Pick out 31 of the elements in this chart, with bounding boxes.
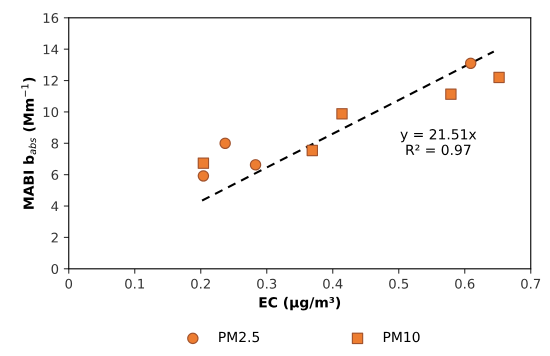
- point: [198, 158, 210, 169]
- legend-label: PM2.5: [219, 332, 260, 342]
- x-tick-label: 0.7: [521, 278, 540, 289]
- point: [464, 58, 476, 69]
- y-tick-label: 4: [51, 201, 58, 212]
- x-tick-label: 0.1: [125, 278, 144, 289]
- legend-label: PM10: [384, 332, 420, 342]
- y-tick-label: 16: [44, 13, 58, 23]
- point: [250, 159, 262, 170]
- x-axis-title: EC (µg/m³): [260, 296, 340, 310]
- y-tick-label: 10: [44, 107, 58, 118]
- x-tick-label: 0.3: [257, 278, 276, 289]
- x-tick-label: 0.4: [323, 278, 342, 289]
- point: [198, 170, 210, 182]
- y-tick-label: 12: [44, 76, 58, 86]
- y-tick-label: 6: [52, 170, 58, 180]
- point: [445, 88, 457, 100]
- y-tick-label: 2: [52, 232, 58, 242]
- y-tick-label: 14: [44, 44, 58, 54]
- x-tick-label: 0.6: [455, 278, 474, 289]
- annotation: y = 21.51x R² = 0.97: [400, 129, 476, 156]
- x-tick-label: 0.2: [191, 278, 210, 289]
- y-tick-label: 0: [52, 264, 58, 274]
- point: [493, 72, 505, 84]
- point: [336, 108, 348, 120]
- x-tick-label: 0: [65, 278, 72, 289]
- point: [306, 144, 318, 156]
- x-tick-label: 0.5: [389, 278, 408, 289]
- y-tick-label: 8: [52, 138, 58, 148]
- y-axis-title: MABI b$_{abs}$ (Mm$^{−1}$): [21, 78, 36, 209]
- point: [219, 138, 231, 149]
